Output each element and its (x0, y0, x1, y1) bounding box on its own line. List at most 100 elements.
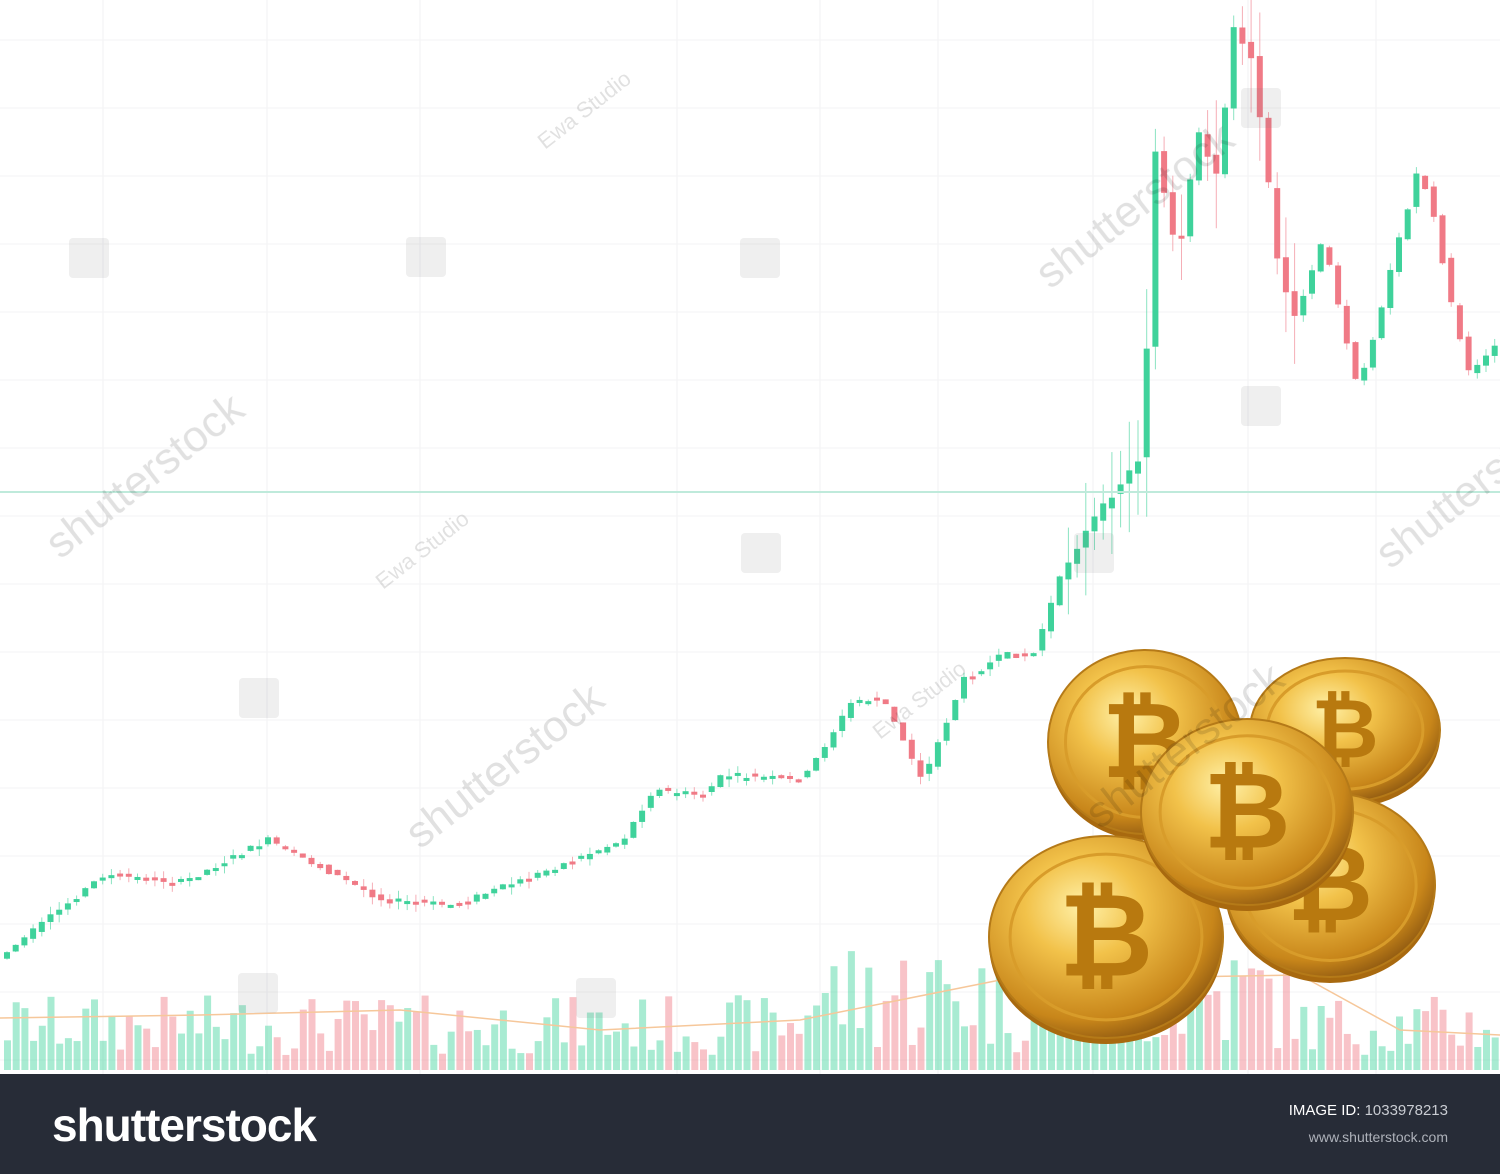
volume-bar (856, 1028, 864, 1070)
volume-bar (1387, 1050, 1395, 1070)
candle-up (221, 863, 228, 867)
candle-down (526, 878, 532, 882)
candle-up (595, 850, 602, 854)
candle-up (447, 904, 454, 908)
volume-bar (778, 1035, 786, 1070)
volume-bar (1483, 1029, 1490, 1070)
volume-bar (743, 1000, 751, 1070)
volume-bar (526, 1053, 533, 1070)
candle-down (1430, 186, 1437, 217)
volume-bar (30, 1040, 38, 1070)
candle-up (499, 884, 506, 890)
candle-up (726, 776, 733, 780)
candle-up (1387, 269, 1394, 308)
volume-bar (1456, 1045, 1464, 1070)
volume-bar (717, 1036, 725, 1070)
volume-bar (900, 960, 908, 1070)
candle-up (734, 772, 741, 776)
candle-up (673, 793, 680, 797)
candle-down (1326, 247, 1333, 265)
candle-down (169, 882, 176, 886)
volume-bar (256, 1046, 264, 1070)
candle-up (1378, 307, 1385, 339)
volume-bar (73, 1041, 81, 1070)
candle-up (987, 662, 994, 670)
image-id-value: 1033978213 (1364, 1102, 1448, 1119)
volume-bar (1317, 1006, 1325, 1070)
volume-bar (143, 1028, 151, 1070)
volume-bar (212, 1026, 220, 1070)
volume-bar (595, 1012, 603, 1070)
volume-bar (178, 1033, 185, 1070)
candle-down (1343, 305, 1350, 344)
volume-bar (952, 1001, 960, 1070)
candle-down (917, 760, 924, 777)
candle-down (465, 901, 472, 905)
volume-bar (1013, 1052, 1021, 1070)
volume-bar (421, 995, 429, 1070)
footer-bar: shutterstock IMAGE ID: 1033978213 www.sh… (0, 1074, 1500, 1174)
watermark-stamp-icon (406, 237, 446, 277)
candle-up (1413, 173, 1420, 207)
candle-up (543, 870, 550, 876)
candle-up (1222, 107, 1228, 175)
candle-up (1361, 367, 1368, 381)
candle-down (1422, 175, 1429, 190)
volume-bar (186, 1010, 194, 1070)
candle-down (691, 791, 698, 795)
candle-up (1056, 576, 1063, 606)
candle-down (787, 775, 793, 779)
volume-bar (830, 966, 838, 1070)
volume-bar (395, 1021, 403, 1070)
candle-down (386, 899, 393, 904)
volume-bar (1422, 1011, 1430, 1070)
image-id-label: IMAGE ID: (1288, 1102, 1361, 1119)
watermark-author: Ewa Studio (371, 506, 474, 594)
volume-bar (1265, 978, 1273, 1070)
candle-up (1065, 562, 1072, 580)
volume-bar (169, 1016, 177, 1070)
candle-down (360, 886, 367, 890)
volume-bar (1335, 1000, 1343, 1070)
volume-bar (978, 968, 986, 1070)
candle-up (47, 914, 54, 923)
website-link[interactable]: www.shutterstock.com (1308, 1129, 1448, 1145)
candle-down (1204, 134, 1211, 157)
candle-down (273, 837, 280, 844)
volume-bar (673, 1051, 681, 1070)
candle-up (1091, 516, 1098, 532)
candle-up (813, 758, 820, 771)
volume-bar (1074, 1033, 1082, 1070)
candle-up (717, 775, 724, 788)
volume-bar (1213, 991, 1221, 1070)
volume-bar (1195, 982, 1203, 1070)
candle-down (1439, 215, 1446, 264)
candle-up (473, 894, 480, 902)
shutterstock-logo[interactable]: shutterstock (52, 1099, 317, 1151)
volume-bar (1439, 1009, 1447, 1070)
candle-up (743, 777, 750, 781)
volume-bar (369, 1030, 377, 1070)
candle-up (1195, 132, 1202, 181)
volume-bar (38, 1025, 46, 1070)
volume-bar (630, 1046, 638, 1070)
volume-bar (760, 998, 768, 1070)
volume-bar (865, 967, 873, 1070)
volume-bar (1169, 996, 1177, 1070)
volume-bar (439, 1053, 446, 1070)
volume-bar (1178, 1033, 1186, 1070)
candle-up (1100, 503, 1107, 521)
candle-up (82, 888, 89, 897)
volume-bar (534, 1041, 542, 1070)
watermark-author: Ewa Studio (533, 66, 636, 154)
volume-bar (917, 1027, 925, 1070)
candle-down (439, 901, 445, 905)
candle-up (856, 699, 863, 703)
candle-up (204, 869, 211, 875)
volume-bar (1309, 1049, 1316, 1070)
candle-up (865, 701, 872, 705)
watermark-stamp-icon (239, 678, 279, 718)
candle-up (708, 786, 715, 793)
volume-bar (1108, 1029, 1116, 1070)
candle-down (882, 699, 889, 705)
